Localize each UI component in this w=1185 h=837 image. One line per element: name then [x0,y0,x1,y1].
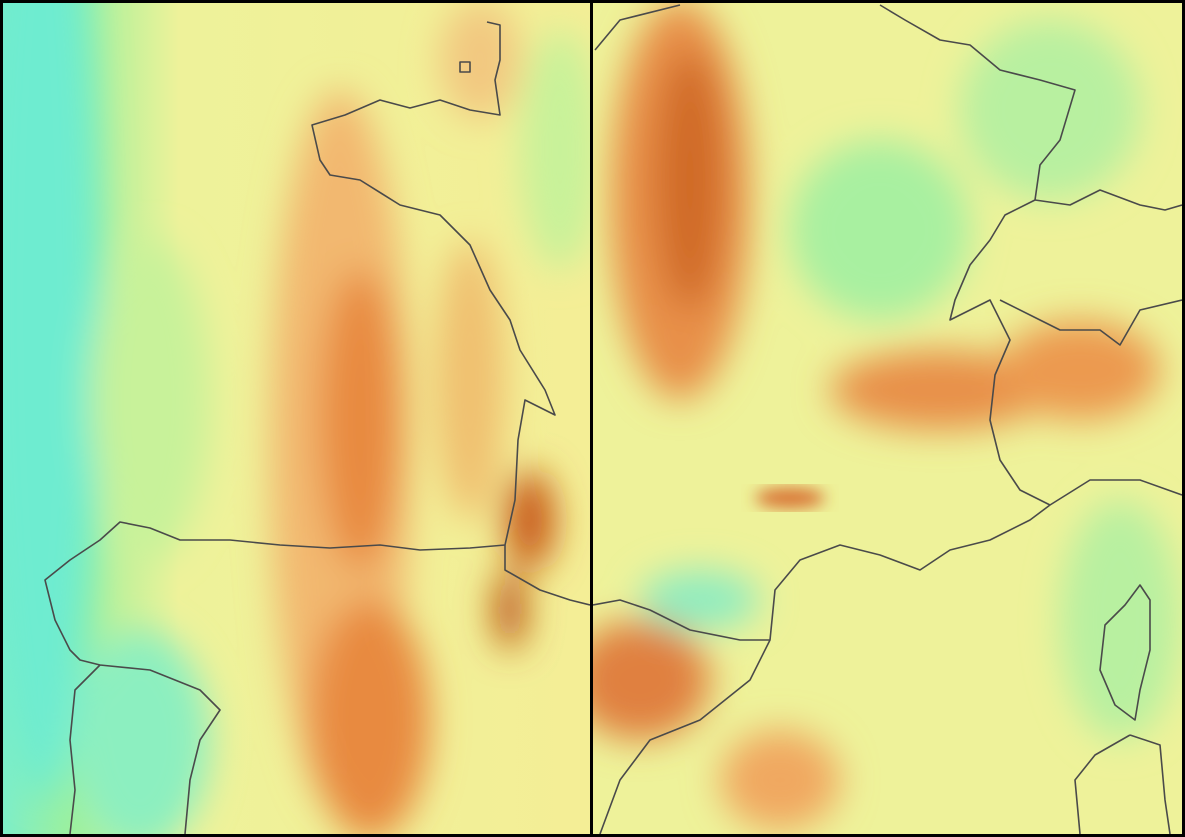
corsica [1099,584,1151,721]
sardinia [1074,734,1171,834]
left-panel [3,3,590,834]
field-anomalies [593,3,1180,830]
field-anomalies [3,3,590,834]
island [459,61,471,73]
field-anomaly [755,488,825,508]
right-panel [593,3,1182,834]
coastline [44,21,590,834]
borders [593,4,1182,834]
